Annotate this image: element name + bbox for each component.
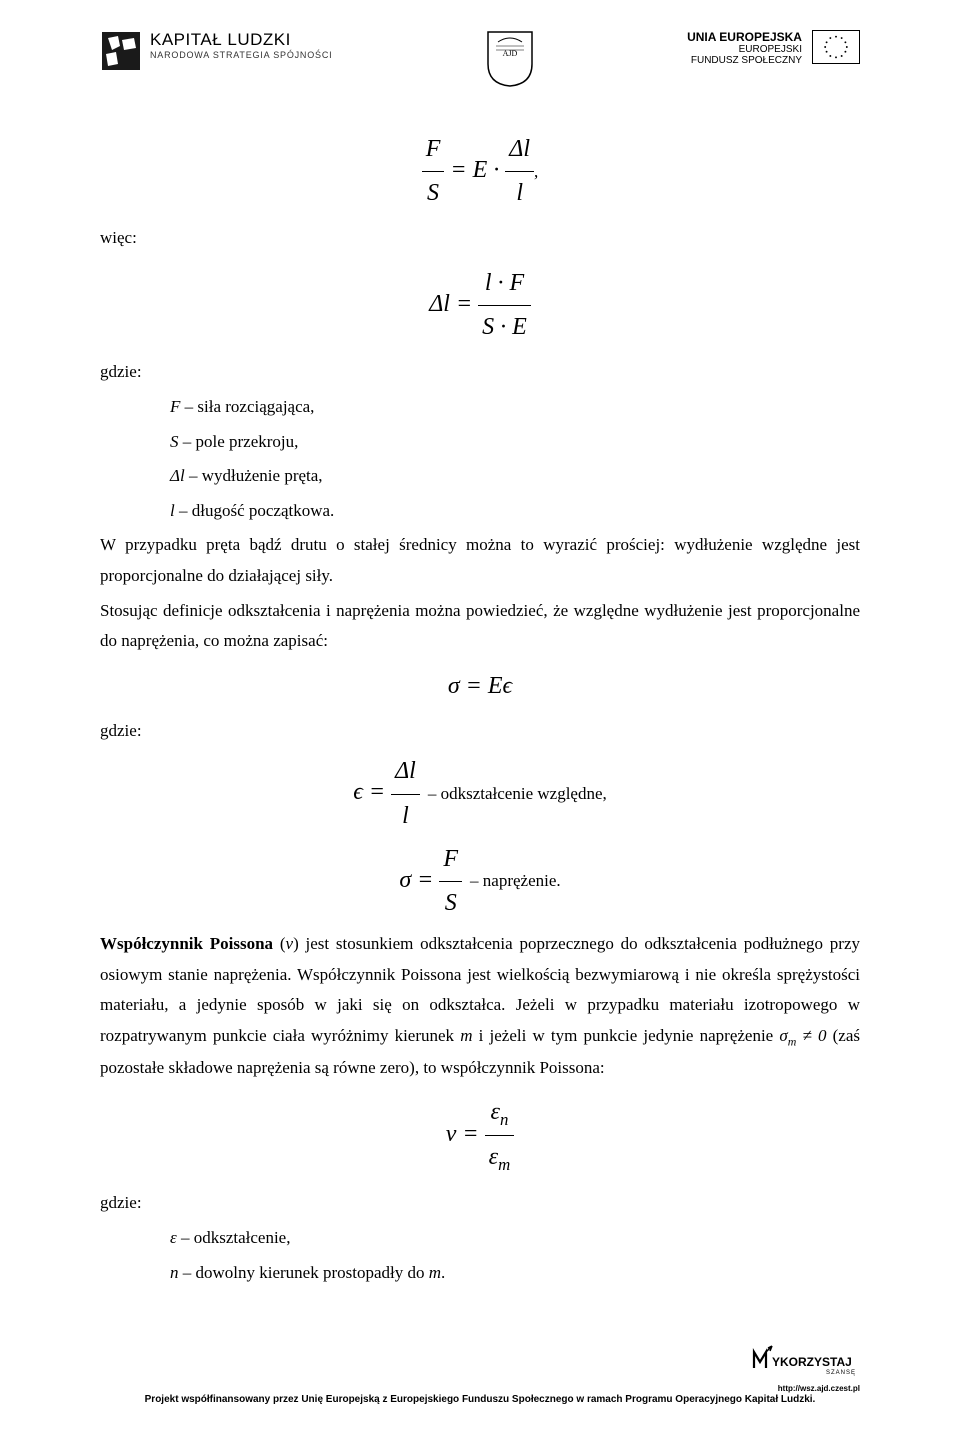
paragraph-poisson: Współczynnik Poissona (ν) jest stosunkie…	[100, 929, 860, 1083]
eu-sub2: FUNDUSZ SPOŁECZNY	[687, 55, 802, 66]
def-l: l – długość początkowa.	[100, 496, 860, 527]
text-gdzie-1: gdzie:	[100, 357, 860, 388]
kapital-ludzki-block: KAPITAŁ LUDZKI NARODOWA STRATEGIA SPÓJNO…	[100, 30, 332, 72]
eu-block: UNIA EUROPEJSKA EUROPEJSKI FUNDUSZ SPOŁE…	[687, 30, 860, 66]
formula-poisson-ratio: ν = εn εm	[100, 1091, 860, 1180]
page-header: KAPITAŁ LUDZKI NARODOWA STRATEGIA SPÓJNO…	[100, 30, 860, 88]
kapital-title: KAPITAŁ LUDZKI	[150, 30, 332, 50]
paragraph-2: Stosując definicje odkształcenia i naprę…	[100, 596, 860, 657]
def-s: S – pole przekroju,	[100, 427, 860, 458]
text-gdzie-2: gdzie:	[100, 716, 860, 747]
def-eps: ε – odkształcenie,	[100, 1223, 860, 1254]
footer-text: Projekt współfinansowany przez Unię Euro…	[0, 1394, 960, 1405]
text-gdzie-3: gdzie:	[100, 1188, 860, 1219]
eu-flag-icon	[812, 30, 860, 64]
text-wiec: więc:	[100, 223, 860, 254]
eu-sub1: EUROPEJSKI	[687, 44, 802, 55]
svg-text:SZANSĘ: SZANSĘ	[826, 1370, 856, 1376]
footer-url: http://wsz.ajd.czest.pl	[778, 1384, 860, 1393]
formula-sigma: σ = FS – naprężenie.	[100, 838, 860, 925]
formula-comma: ,	[534, 162, 538, 181]
epsilon-label: – odkształcenie względne,	[428, 779, 607, 810]
eu-title: UNIA EUROPEJSKA	[687, 30, 802, 44]
def-f: F – siła rozciągająca,	[100, 392, 860, 423]
def-dl: Δl – wydłużenie pręta,	[100, 461, 860, 492]
sigma-label: – naprężenie.	[470, 866, 561, 897]
wykorzystaj-logo: YKORZYSTAJ SZANSĘ	[750, 1344, 860, 1383]
formula-sigma-e-eps: σ = Eϵ	[100, 665, 860, 708]
kapital-subtitle: NARODOWA STRATEGIA SPÓJNOŚCI	[150, 50, 332, 60]
svg-text:YKORZYSTAJ: YKORZYSTAJ	[772, 1355, 852, 1369]
page-footer: YKORZYSTAJ SZANSĘ http://wsz.ajd.czest.p…	[0, 1394, 960, 1405]
document-content: FS = E · Δll , więc: Δl = l · FS · E gdz…	[100, 128, 860, 1288]
formula-hookes-law: FS = E · Δll ,	[100, 128, 860, 215]
formula-delta-l: Δl = l · FS · E	[100, 262, 860, 349]
formula-epsilon: ϵ = Δll – odkształcenie względne,	[100, 750, 860, 837]
def-n: n – dowolny kierunek prostopadły do m.	[100, 1258, 860, 1289]
kapital-ludzki-logo-icon	[100, 30, 142, 72]
paragraph-1: W przypadku pręta bądź drutu o stałej śr…	[100, 530, 860, 591]
shield-crest-icon: AJD	[486, 30, 534, 88]
svg-text:AJD: AJD	[502, 49, 517, 58]
